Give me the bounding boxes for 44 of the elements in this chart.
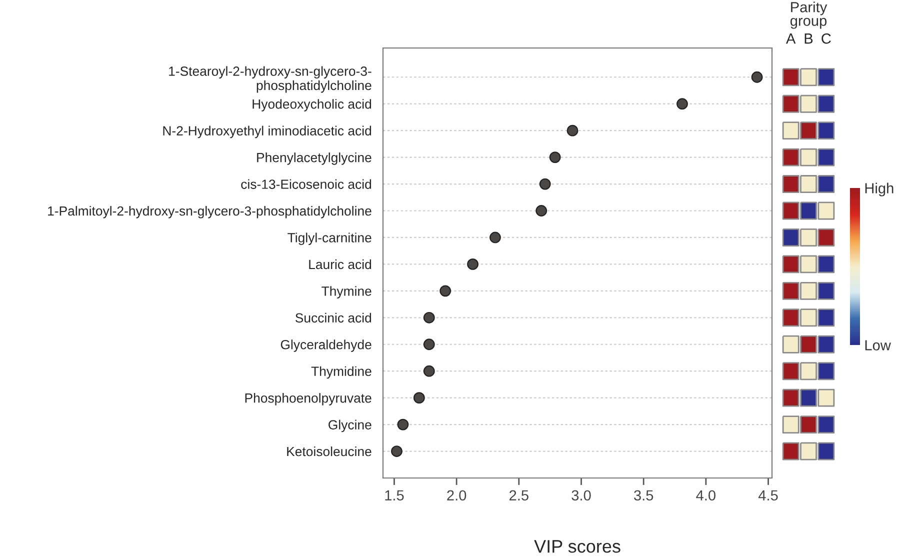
point [467, 258, 478, 270]
y-tick-label: Phenylacetylglycine [257, 152, 372, 165]
point [676, 98, 688, 110]
y-tick-label: Phosphoenolpyruvate [245, 393, 372, 406]
point [549, 152, 561, 164]
y-tick-label: Glycine [328, 420, 372, 432]
y-tick-label: 1-Palmitoyl-2-hydroxy-sn-glycero-3-phosphatidylcholine [48, 206, 372, 218]
point [423, 365, 435, 377]
point [751, 71, 763, 83]
x-tick-label: C [822, 33, 831, 44]
y-tick-label: cis-13-Eicosenoic acid [241, 179, 372, 189]
color-bar-label: High [865, 182, 894, 196]
y-tick-label: Thymine [322, 286, 372, 298]
x-tick-label: 4.5 [758, 490, 778, 501]
point [423, 338, 435, 350]
x-tick-label: A [786, 34, 796, 44]
x-tick-label: 4.0 [696, 490, 716, 501]
point [536, 205, 548, 216]
y-tick-label: Tiglyl-carnitine [288, 232, 372, 245]
point [539, 178, 551, 190]
x-tick-label: 3.0 [572, 490, 591, 501]
point [397, 418, 409, 430]
point [490, 232, 501, 244]
y-tick-label: Thymidine [311, 366, 372, 379]
y-tick-label: Lauric acid [309, 259, 372, 270]
y-tick-label: N-2-Hydroxyethyl iminodiacetic acid [163, 126, 372, 138]
x-tick-label: B [804, 34, 813, 44]
x-tick-label: 2.5 [510, 490, 528, 501]
point [391, 446, 402, 457]
y-tick-label: Hyodeoxycholic acid [252, 99, 372, 112]
point [566, 124, 578, 136]
point [413, 392, 425, 404]
y-tick-label: Succinic acid [295, 312, 372, 323]
point [440, 285, 452, 297]
chart-title: Parity group [790, 2, 828, 29]
y-tick-label: Glyceraldehyde [280, 340, 372, 352]
point [423, 312, 435, 324]
x-tick-label: 1.5 [385, 490, 404, 501]
y-tick-label: 1-Stearoyl-2-hydroxy-sn-glycero-3- phosphatidylcholine [169, 66, 372, 93]
x-axis-title: VIP scores [534, 540, 620, 553]
x-tick-label: 2.0 [447, 490, 466, 501]
x-tick-label: 3.5 [634, 490, 654, 501]
y-tick-label: Ketoisoleucine [287, 446, 372, 456]
color-bar-label: Low [865, 340, 891, 350]
